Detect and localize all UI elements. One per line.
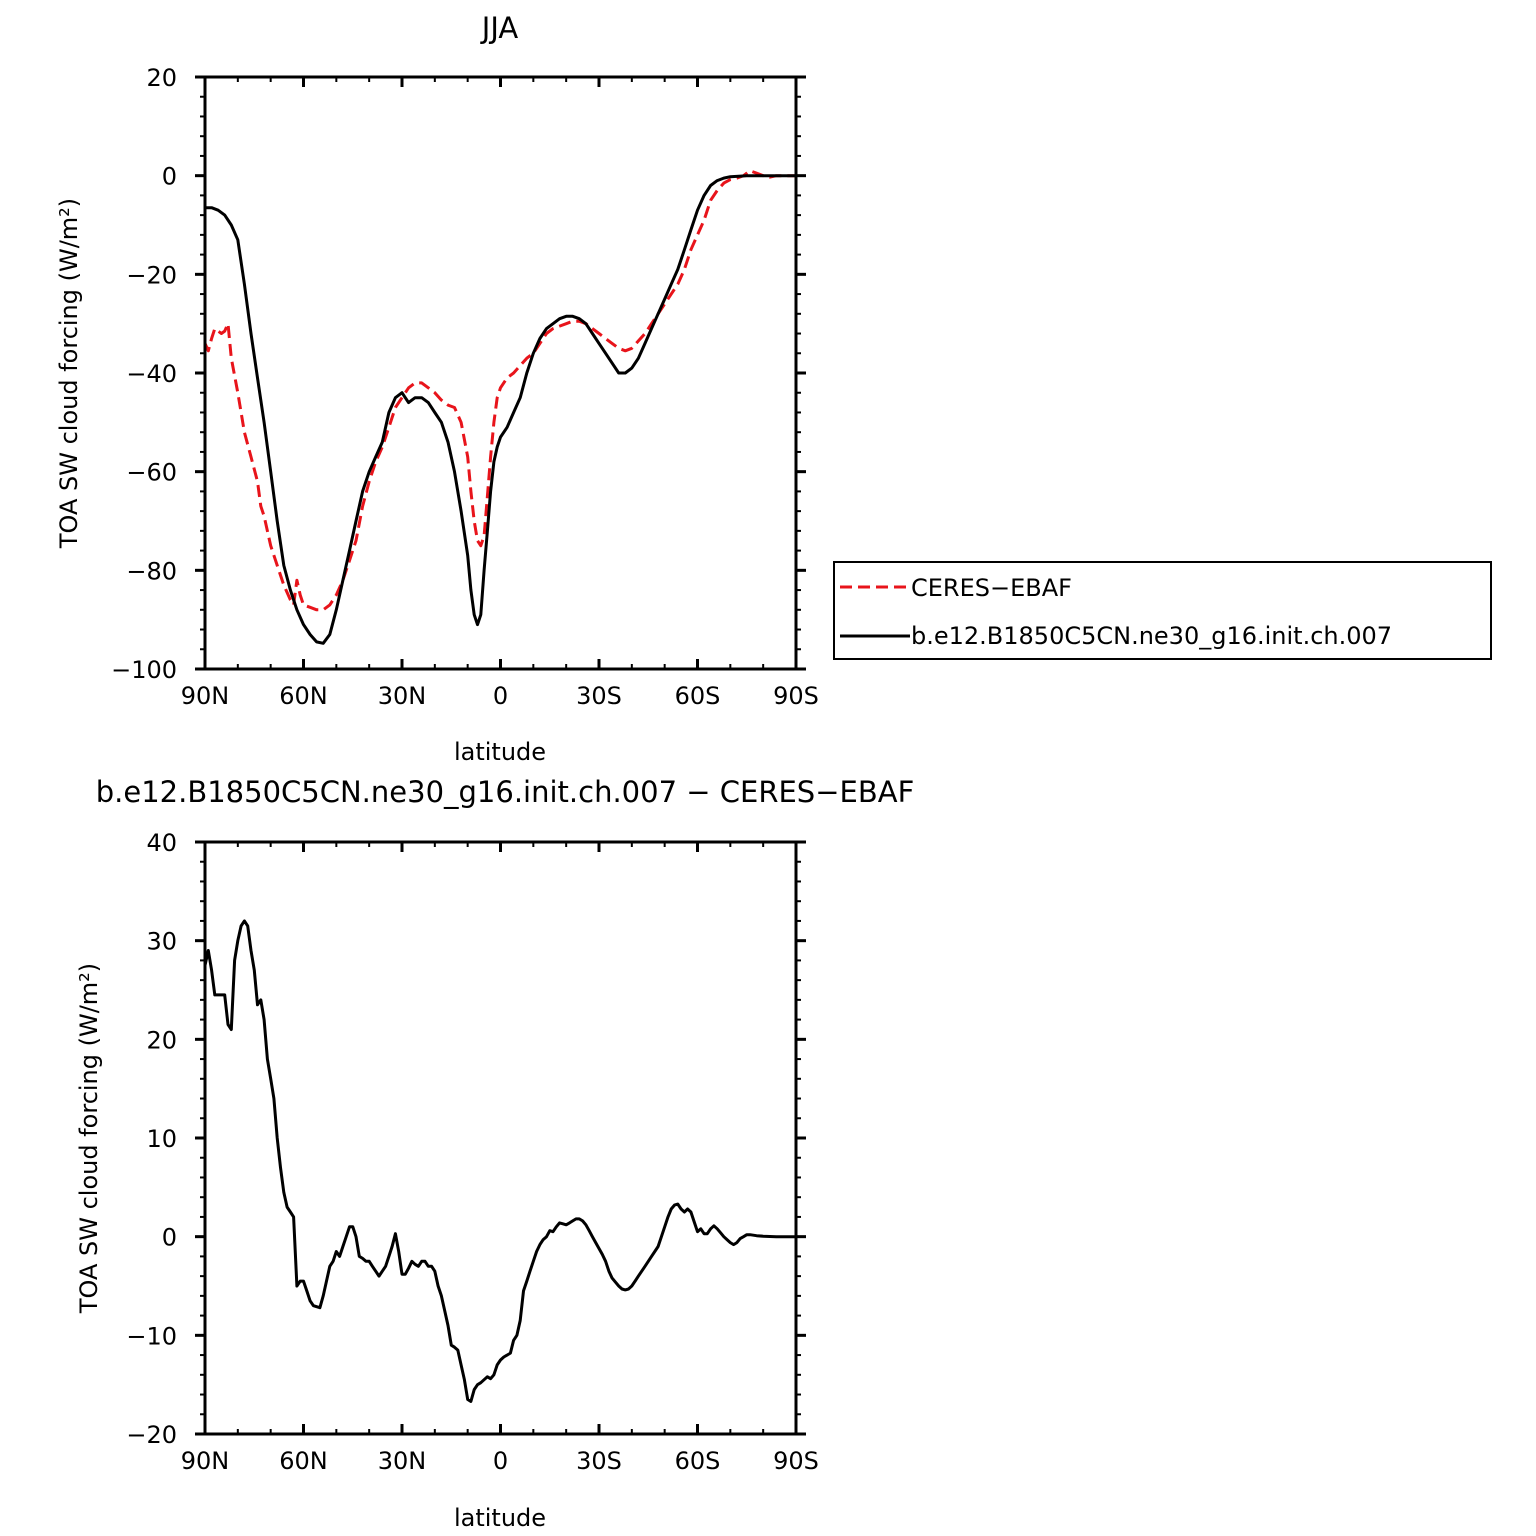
- legend-label-ceres: CERES−EBAF: [911, 574, 1072, 602]
- legend-box: [833, 561, 1492, 660]
- bottom-plot-frame: [203, 840, 798, 1436]
- legend: CERES−EBAF b.e12.B1850C5CN.ne30_g16.init…: [833, 561, 1492, 660]
- bot-ytick-label: −20: [126, 1421, 177, 1449]
- bot-series-line-0: [203, 919, 796, 1403]
- bottom-series-group: [203, 919, 796, 1403]
- top-ytick-label: −60: [126, 459, 177, 487]
- bottom-plot-title: b.e12.B1850C5CN.ne30_g16.init.ch.007 − C…: [96, 775, 915, 809]
- bot-ytick-label: 20: [146, 1026, 177, 1054]
- bot-ytick-label: 40: [146, 829, 177, 857]
- top-x-tick-labels: 90N 60N 30N 0 30S 60S 90S: [181, 682, 819, 710]
- bot-xtick-label: 30N: [378, 1447, 427, 1475]
- top-ytick-label: −100: [111, 656, 177, 684]
- bot-ytick-label: 30: [146, 928, 177, 956]
- top-series-line-0: [203, 169, 796, 612]
- bot-xtick-label: 60N: [279, 1447, 328, 1475]
- top-x-axis-title: latitude: [454, 738, 546, 766]
- top-xtick-label: 0: [493, 682, 508, 710]
- top-series-group: [203, 169, 796, 645]
- bottom-axis-ticks: [195, 840, 806, 1436]
- bot-xtick-label: 0: [493, 1447, 508, 1475]
- bottom-x-axis-title: latitude: [454, 1504, 546, 1532]
- top-xtick-label: 90S: [773, 682, 819, 710]
- bot-ytick-label: 0: [162, 1224, 177, 1252]
- top-plot-frame: [203, 75, 798, 671]
- top-panel: JJA 90N 60N 30N 0 30S 60S 90S 20 0 −20 −40 −60 −80 −…: [55, 11, 1492, 766]
- bot-xtick-label: 90S: [773, 1447, 819, 1475]
- bot-xtick-label: 60S: [675, 1447, 721, 1475]
- top-xtick-label: 90N: [181, 682, 230, 710]
- top-xtick-label: 60S: [675, 682, 721, 710]
- top-series-line-1: [205, 174, 796, 645]
- top-xtick-label: 30S: [576, 682, 622, 710]
- top-ytick-label: −80: [126, 557, 177, 585]
- bot-ytick-label: 10: [146, 1125, 177, 1153]
- top-ytick-label: 20: [146, 64, 177, 92]
- bottom-panel: b.e12.B1850C5CN.ne30_g16.init.ch.007 − C…: [75, 775, 914, 1532]
- bottom-y-tick-labels: 40 30 20 10 0 −10 −20: [126, 829, 177, 1449]
- legend-label-model: b.e12.B1850C5CN.ne30_g16.init.ch.007: [911, 622, 1392, 650]
- top-xtick-label: 30N: [378, 682, 427, 710]
- top-y-tick-labels: 20 0 −20 −40 −60 −80 −100: [111, 64, 177, 684]
- bottom-y-axis-title: TOA SW cloud forcing (W/m²): [75, 963, 103, 1314]
- top-ytick-label: 0: [162, 163, 177, 191]
- bot-xtick-label: 90N: [181, 1447, 230, 1475]
- top-plot-title: JJA: [480, 11, 519, 45]
- top-ytick-label: −40: [126, 360, 177, 388]
- bot-xtick-label: 30S: [576, 1447, 622, 1475]
- top-xtick-label: 60N: [279, 682, 328, 710]
- top-ytick-label: −20: [126, 261, 177, 289]
- bottom-x-tick-labels: 90N 60N 30N 0 30S 60S 90S: [181, 1447, 819, 1475]
- bot-ytick-label: −10: [126, 1322, 177, 1350]
- top-y-axis-title: TOA SW cloud forcing (W/m²): [55, 198, 83, 549]
